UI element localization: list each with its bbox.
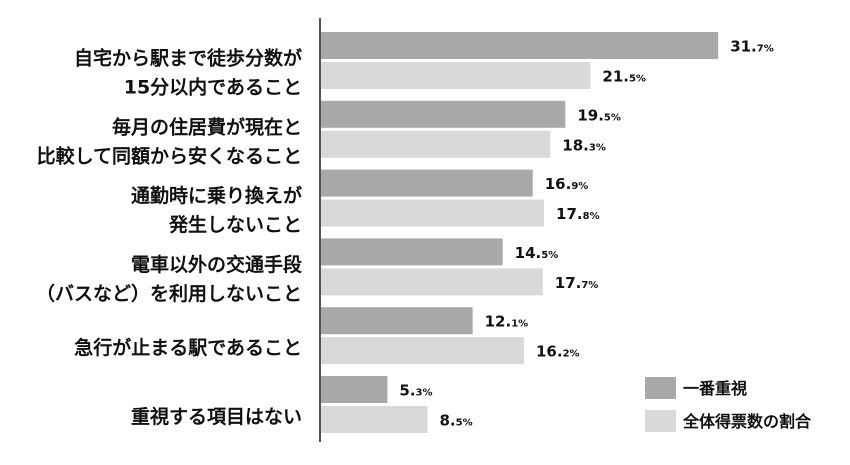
bar-overall-share: [321, 130, 551, 158]
bar-overall-share: [321, 268, 543, 296]
bar-top-priority: [321, 376, 388, 403]
category-label: 比較して同額から安くなること: [37, 144, 302, 167]
legend-swatch: [645, 377, 676, 399]
category-label: 通勤時に乗り換えが: [131, 184, 302, 207]
legend-swatch: [645, 410, 676, 432]
bars: [321, 32, 719, 433]
data-label: 5.3%: [399, 382, 432, 400]
data-label: 12.1%: [485, 313, 529, 331]
category-label: 毎月の住居費が現在と: [112, 115, 302, 138]
data-label: 31.7%: [730, 38, 774, 56]
legend-label: 一番重視: [683, 379, 747, 398]
category-label: 重視する項目はない: [131, 405, 302, 428]
data-label: 17.8%: [556, 205, 600, 223]
data-label: 16.9%: [545, 175, 589, 193]
category-labels: 自宅から駅まで徒歩分数が 15分以内であること毎月の住居費が現在と比較して同額から…: [36, 47, 303, 429]
data-label: 19.5%: [577, 106, 621, 124]
bar-overall-share: [321, 62, 591, 89]
data-label: 8.5%: [440, 412, 473, 430]
category-label: （バスなど）を利用しないこと: [36, 282, 302, 305]
data-label: 14.5%: [515, 244, 559, 262]
legend-label: 全体得票数の割合: [682, 412, 812, 431]
bar-top-priority: [321, 307, 473, 335]
data-label: 18.3%: [562, 136, 606, 154]
value-labels: 31.7% 21.5% 19.5% 18.3% 16.9% 17.8% 14.5% 17.7%…: [399, 38, 773, 430]
category-label: 急行が止まる駅であること: [74, 336, 302, 359]
bar-overall-share: [321, 406, 428, 433]
bar-top-priority: [321, 169, 533, 197]
category-label: 自宅から駅まで徒歩分数が: [74, 47, 302, 70]
bar-overall-share: [321, 337, 524, 365]
data-label: 17.7%: [555, 274, 599, 292]
bar-top-priority: [321, 238, 503, 266]
category-label: 15分以内であること: [124, 76, 302, 99]
bar-overall-share: [321, 199, 545, 227]
category-label: 電車以外の交通手段: [131, 253, 303, 276]
bar-top-priority: [321, 100, 566, 128]
bar-top-priority: [321, 32, 719, 59]
data-label: 16.2%: [536, 343, 580, 361]
category-label: 発生しないこと: [168, 213, 302, 236]
data-label: 21.5%: [602, 68, 646, 86]
